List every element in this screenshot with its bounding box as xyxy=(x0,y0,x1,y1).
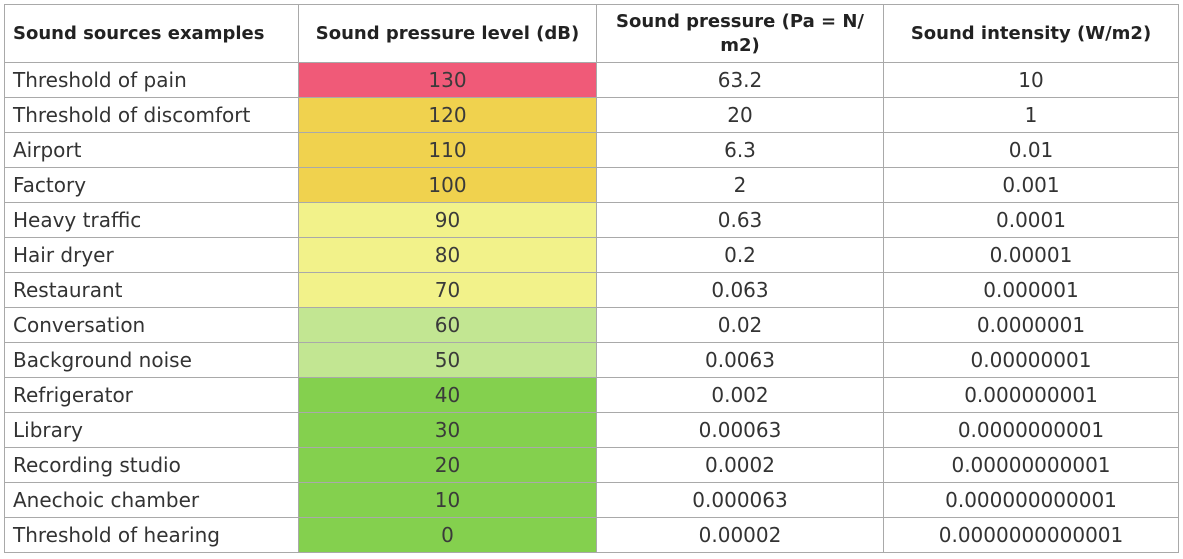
table-row: Restaurant 70 0.063 0.000001 xyxy=(4,272,1179,308)
pressure-cell: 0.00063 xyxy=(596,412,884,448)
header-sound-sources: Sound sources examples xyxy=(4,4,299,63)
source-cell: Refrigerator xyxy=(4,377,299,413)
level-cell: 80 xyxy=(298,237,597,273)
pressure-cell: 20 xyxy=(596,97,884,133)
source-cell: Recording studio xyxy=(4,447,299,483)
table-row: Refrigerator 40 0.002 0.000000001 xyxy=(4,377,1179,413)
source-cell: Conversation xyxy=(4,307,299,343)
table-row: Background noise 50 0.0063 0.00000001 xyxy=(4,342,1179,378)
source-cell: Threshold of discomfort xyxy=(4,97,299,133)
table-row: Heavy traffic 90 0.63 0.0001 xyxy=(4,202,1179,238)
intensity-cell: 0.00001 xyxy=(883,237,1179,273)
table-row: Library 30 0.00063 0.0000000001 xyxy=(4,412,1179,448)
source-cell: Restaurant xyxy=(4,272,299,308)
pressure-cell: 0.000063 xyxy=(596,482,884,518)
sound-levels-table: Sound sources examples Sound pressure le… xyxy=(4,4,1179,553)
pressure-cell: 0.0063 xyxy=(596,342,884,378)
source-cell: Anechoic chamber xyxy=(4,482,299,518)
intensity-cell: 0.00000000001 xyxy=(883,447,1179,483)
intensity-cell: 0.000000001 xyxy=(883,377,1179,413)
intensity-cell: 0.0000001 xyxy=(883,307,1179,343)
intensity-cell: 0.001 xyxy=(883,167,1179,203)
level-cell: 120 xyxy=(298,97,597,133)
pressure-cell: 0.002 xyxy=(596,377,884,413)
level-cell: 110 xyxy=(298,132,597,168)
table-row: Anechoic chamber 10 0.000063 0.000000000… xyxy=(4,482,1179,518)
intensity-cell: 0.0001 xyxy=(883,202,1179,238)
table-row: Threshold of discomfort 120 20 1 xyxy=(4,97,1179,133)
pressure-cell: 0.063 xyxy=(596,272,884,308)
pressure-cell: 6.3 xyxy=(596,132,884,168)
level-cell: 10 xyxy=(298,482,597,518)
level-cell: 100 xyxy=(298,167,597,203)
level-cell: 90 xyxy=(298,202,597,238)
intensity-cell: 0.00000001 xyxy=(883,342,1179,378)
header-sound-intensity: Sound intensity (W/m2) xyxy=(883,4,1179,63)
source-cell: Hair dryer xyxy=(4,237,299,273)
pressure-cell: 2 xyxy=(596,167,884,203)
table-row: Threshold of pain 130 63.2 10 xyxy=(4,62,1179,98)
header-sound-pressure: Sound pressure (Pa = N/ m2) xyxy=(596,4,884,63)
level-cell: 0 xyxy=(298,517,597,553)
intensity-cell: 0.0000000001 xyxy=(883,412,1179,448)
pressure-cell: 0.63 xyxy=(596,202,884,238)
intensity-cell: 0.0000000000001 xyxy=(883,517,1179,553)
source-cell: Heavy traffic xyxy=(4,202,299,238)
pressure-cell: 0.02 xyxy=(596,307,884,343)
level-cell: 50 xyxy=(298,342,597,378)
level-cell: 130 xyxy=(298,62,597,98)
pressure-cell: 63.2 xyxy=(596,62,884,98)
header-row: Sound sources examples Sound pressure le… xyxy=(4,4,1179,63)
table-row: Factory 100 2 0.001 xyxy=(4,167,1179,203)
table-row: Hair dryer 80 0.2 0.00001 xyxy=(4,237,1179,273)
intensity-cell: 10 xyxy=(883,62,1179,98)
table-row: Threshold of hearing 0 0.00002 0.0000000… xyxy=(4,517,1179,553)
table-row: Airport 110 6.3 0.01 xyxy=(4,132,1179,168)
level-cell: 70 xyxy=(298,272,597,308)
source-cell: Background noise xyxy=(4,342,299,378)
level-cell: 30 xyxy=(298,412,597,448)
source-cell: Library xyxy=(4,412,299,448)
pressure-cell: 0.2 xyxy=(596,237,884,273)
source-cell: Threshold of hearing xyxy=(4,517,299,553)
level-cell: 40 xyxy=(298,377,597,413)
pressure-cell: 0.00002 xyxy=(596,517,884,553)
source-cell: Airport xyxy=(4,132,299,168)
table-body: Threshold of pain 130 63.2 10 Threshold … xyxy=(4,62,1179,553)
level-cell: 60 xyxy=(298,307,597,343)
table-row: Recording studio 20 0.0002 0.00000000001 xyxy=(4,447,1179,483)
intensity-cell: 1 xyxy=(883,97,1179,133)
source-cell: Threshold of pain xyxy=(4,62,299,98)
intensity-cell: 0.000000000001 xyxy=(883,482,1179,518)
intensity-cell: 0.01 xyxy=(883,132,1179,168)
header-sound-pressure-level: Sound pressure level (dB) xyxy=(298,4,597,63)
pressure-cell: 0.0002 xyxy=(596,447,884,483)
level-cell: 20 xyxy=(298,447,597,483)
table-row: Conversation 60 0.02 0.0000001 xyxy=(4,307,1179,343)
intensity-cell: 0.000001 xyxy=(883,272,1179,308)
source-cell: Factory xyxy=(4,167,299,203)
